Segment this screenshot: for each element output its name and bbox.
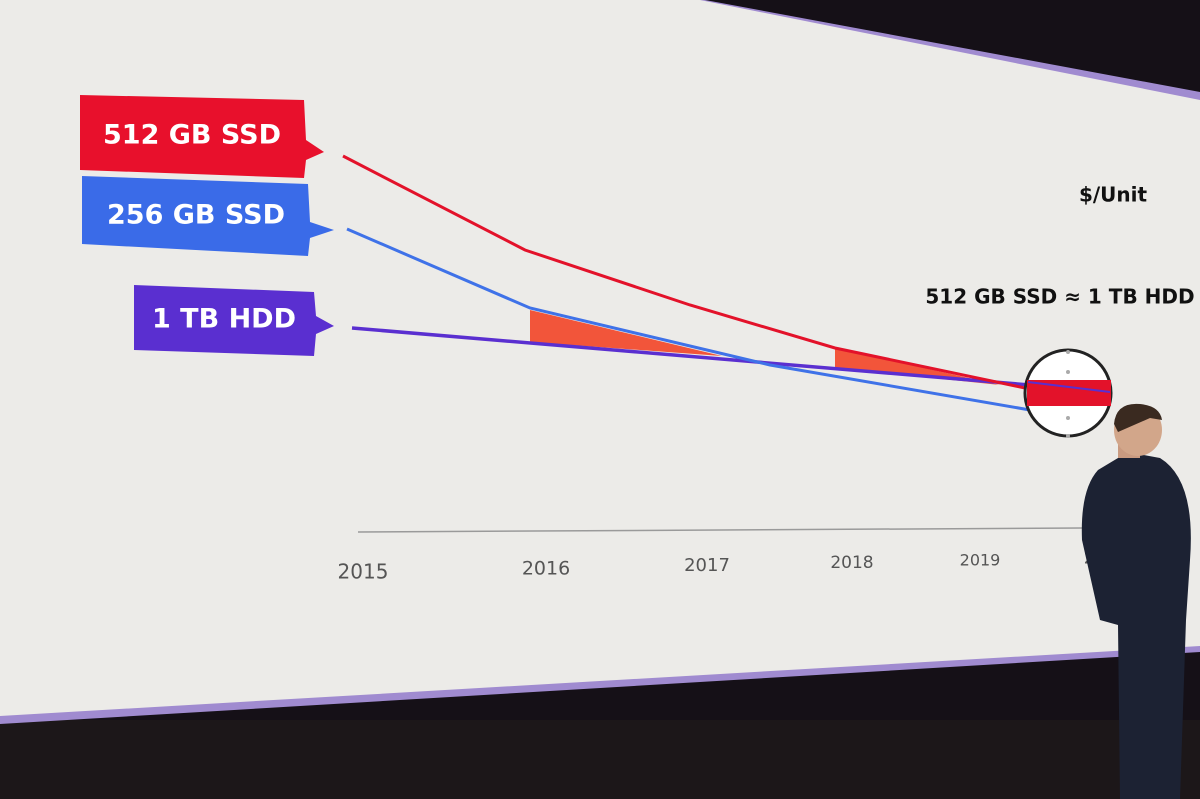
year-label: 2019 <box>960 551 1001 570</box>
gap-area <box>530 310 722 356</box>
zoom-dot <box>1066 416 1070 420</box>
tag-shape <box>82 176 334 256</box>
year-label: 2016 <box>522 558 570 580</box>
slide <box>0 0 1200 716</box>
annotation: 512 GB SSD ≈ 1 TB HDD <box>925 285 1194 309</box>
year-label: 2015 <box>338 560 389 584</box>
zoom-dot <box>1066 370 1070 374</box>
series-label: 1 TB HDD <box>152 304 296 335</box>
series-label: 512 GB SSD <box>103 120 281 151</box>
x-axis <box>357 527 1083 533</box>
year-label: 2017 <box>684 555 730 576</box>
zoom-dot <box>1066 434 1070 438</box>
presenter <box>1081 403 1191 799</box>
presenter-hair <box>1114 403 1162 432</box>
year-label: 2018 <box>830 553 873 573</box>
ssd512-line <box>342 154 1026 390</box>
zoom-line <box>1027 381 1111 393</box>
series-label: 256 GB SSD <box>107 200 285 231</box>
tag-shape <box>134 285 334 356</box>
presenter-body <box>1081 452 1191 799</box>
hdd-line <box>351 326 1031 387</box>
tag-shape <box>80 95 324 178</box>
ssd256-line <box>346 227 1031 412</box>
stage-floor <box>0 720 1200 799</box>
zoom-dot <box>1066 350 1070 354</box>
unit-label: $/Unit <box>1079 183 1148 207</box>
